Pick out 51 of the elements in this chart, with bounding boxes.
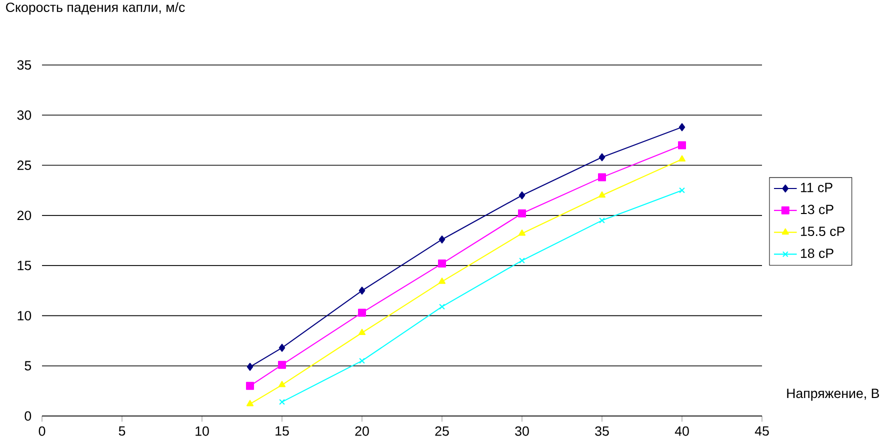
x-tick-label: 30 <box>515 426 529 436</box>
point <box>279 398 285 405</box>
y-tick-label: 25 <box>17 160 32 170</box>
point <box>439 304 445 310</box>
point <box>518 209 526 218</box>
point <box>598 153 606 162</box>
legend-label: 15.5 cP <box>800 226 844 236</box>
x-tick-label: 25 <box>435 426 449 436</box>
point <box>678 155 686 162</box>
point <box>358 286 366 295</box>
point <box>598 173 606 182</box>
point <box>678 141 686 150</box>
x-tick-label: 45 <box>754 426 769 436</box>
y-tick-label: 5 <box>24 361 32 370</box>
legend-label: 11 cP <box>800 182 832 192</box>
point <box>598 191 606 198</box>
x-tick-label: 35 <box>595 426 609 436</box>
x-tick-label: 10 <box>196 426 209 436</box>
x-tick-label: 0 <box>38 426 46 436</box>
point <box>358 308 366 317</box>
x-tick-label: 40 <box>674 426 689 436</box>
y-tick-label: 10 <box>18 310 32 320</box>
point <box>358 328 366 336</box>
y-tick-label: 35 <box>17 60 32 70</box>
x-tick-label: 15 <box>276 426 289 436</box>
point <box>359 358 365 364</box>
point <box>679 187 685 194</box>
y-tick-label: 30 <box>17 110 32 120</box>
legend-label: 13 cP <box>800 204 834 214</box>
x-tick-label: 5 <box>118 426 126 436</box>
point <box>519 258 525 264</box>
y-tick-label: 20 <box>17 210 32 220</box>
point <box>278 380 286 388</box>
point <box>246 382 254 390</box>
point <box>438 278 446 284</box>
y-tick-label: 0 <box>24 411 32 421</box>
y-axis-title: Скорость падения капли, м/с <box>6 2 185 15</box>
point <box>246 362 254 371</box>
point <box>678 123 686 132</box>
point <box>438 260 446 268</box>
point <box>518 229 526 236</box>
point <box>246 400 254 406</box>
x-tick-label: 20 <box>355 426 369 436</box>
point <box>278 360 286 369</box>
point <box>278 344 286 352</box>
legend-label: 18 cP <box>800 248 834 258</box>
y-tick-label: 15 <box>18 260 32 270</box>
point <box>599 217 605 224</box>
point <box>518 191 526 200</box>
point <box>438 235 446 244</box>
x-axis-title: Напряжение, В <box>787 388 879 401</box>
